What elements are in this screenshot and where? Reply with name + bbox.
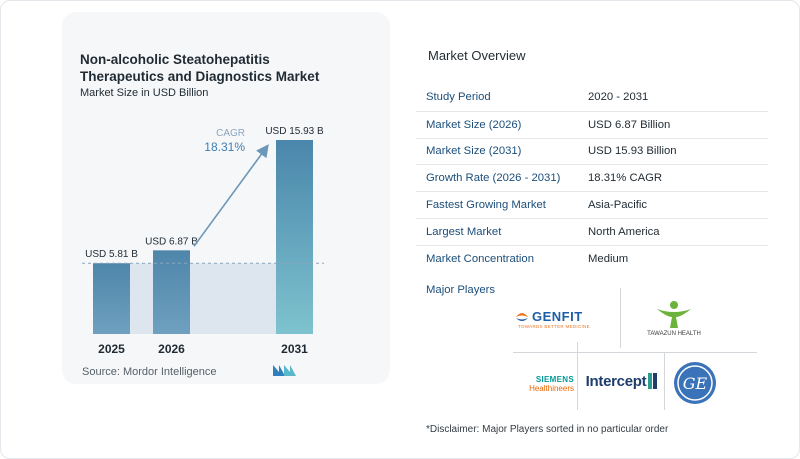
major-players-title: Major Players <box>426 284 496 296</box>
row-value: North America <box>588 225 660 238</box>
category-label-2026: 2026 <box>158 342 185 356</box>
genfit-logo: GENFIT TOWARDS BETTER MEDICINE <box>514 304 618 334</box>
row-key: Market Size (2031) <box>426 145 522 158</box>
category-label-2031: 2031 <box>281 342 308 356</box>
intercept-logo: Intercept <box>580 368 664 394</box>
value-label-2031: USD 15.93 B <box>265 126 324 137</box>
row-key: Largest Market <box>426 225 502 238</box>
mordor-logo-icon <box>273 365 296 376</box>
row-value: 2020 - 2031 <box>588 91 649 104</box>
genfit-name: GENFIT <box>532 309 583 324</box>
overview-title: Market Overview <box>428 48 526 63</box>
siemens-healthineers-logo: SIEMENS Healthineers <box>512 372 574 396</box>
disclaimer: *Disclaimer: Major Players sorted in no … <box>426 424 669 435</box>
table-row: Growth Rate (2026 - 2031) 18.31% CAGR <box>416 164 768 191</box>
table-row: Market Concentration Medium <box>416 244 768 272</box>
genfit-tagline: TOWARDS BETTER MEDICINE <box>518 324 590 329</box>
row-key: Fastest Growing Market <box>426 199 546 212</box>
siemens-name: SIEMENS <box>535 375 574 384</box>
tawazun-health-logo: TAWAZUN HEALTH <box>640 294 708 342</box>
value-label-2025: USD 5.81 B <box>85 249 138 260</box>
cagr-arrow <box>193 144 269 247</box>
logo-divider <box>577 342 578 410</box>
source-note: Source: Mordor Intelligence <box>82 366 217 378</box>
value-label-2026: USD 6.87 B <box>145 236 198 247</box>
row-key: Market Concentration <box>426 252 534 265</box>
logo-divider <box>620 288 621 348</box>
logo-divider <box>513 352 757 353</box>
ge-letters: GE <box>683 374 708 393</box>
ge-logo: GE <box>672 360 718 406</box>
row-key: Growth Rate (2026 - 2031) <box>426 172 561 185</box>
category-label-2025: 2025 <box>98 342 125 356</box>
table-row: Market Size (2026) USD 6.87 Billion <box>416 110 768 138</box>
row-key: Study Period <box>426 91 491 104</box>
healthineers-name: Healthineers <box>529 384 574 393</box>
bar-2025 <box>93 263 130 334</box>
genfit-mark-icon <box>516 312 528 321</box>
ge-monogram-icon: GE <box>674 362 716 404</box>
row-value: USD 15.93 Billion <box>588 145 677 158</box>
overview-table: Study Period 2020 - 2031 Market Size (20… <box>416 84 768 272</box>
cagr-label: CAGR <box>216 128 245 139</box>
table-row: Fastest Growing Market Asia-Pacific <box>416 191 768 218</box>
row-value: USD 6.87 Billion <box>588 118 671 131</box>
table-row: Largest Market North America <box>416 217 768 245</box>
table-row: Market Size (2031) USD 15.93 Billion <box>416 137 768 165</box>
row-value: Medium <box>588 252 629 265</box>
tawazun-name: TAWAZUN HEALTH <box>647 331 701 337</box>
row-value: 18.31% CAGR <box>588 172 663 185</box>
cagr-value: 18.31% <box>204 140 245 154</box>
row-value: Asia-Pacific <box>588 199 648 212</box>
table-row: Study Period 2020 - 2031 <box>416 84 768 111</box>
logo-divider <box>664 352 665 410</box>
tawazun-figure-icon <box>657 301 691 328</box>
bar-2031 <box>276 140 313 334</box>
bar-2026 <box>153 250 190 334</box>
row-key: Market Size (2026) <box>426 118 522 131</box>
intercept-mark-icon <box>648 373 658 389</box>
chart-title: Non-alcoholic Steatohepatitis Therapeuti… <box>80 52 320 84</box>
bar-chart: USD 5.81 B 2025 USD 6.87 B 2026 USD 15.93 B 2… <box>82 126 324 356</box>
intercept-name: Intercept <box>585 372 647 390</box>
chart-subtitle: Market Size in USD Billion <box>80 87 209 99</box>
